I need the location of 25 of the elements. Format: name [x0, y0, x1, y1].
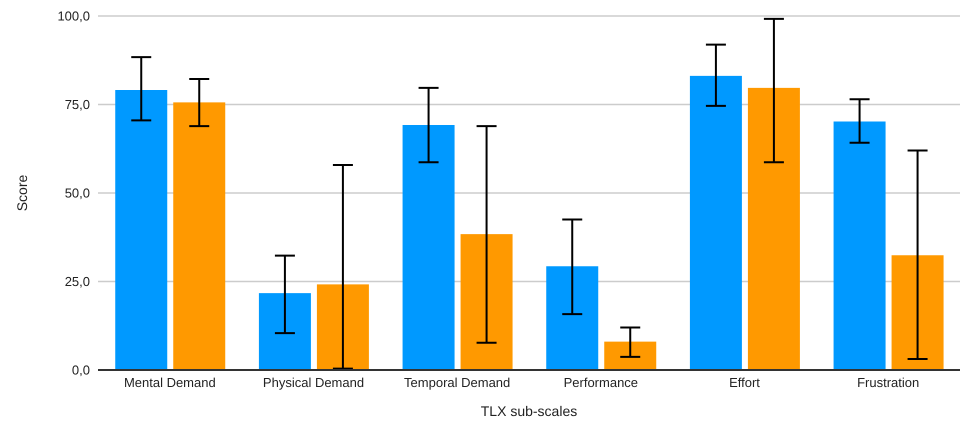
- x-tick-label: Effort: [729, 375, 760, 390]
- bar: [834, 121, 886, 370]
- x-tick-label: Mental Demand: [124, 375, 216, 390]
- y-axis-title: Score: [14, 174, 30, 212]
- bar: [115, 90, 168, 370]
- y-tick-label: 75,0: [64, 97, 90, 112]
- bar: [258, 293, 311, 370]
- x-tick-label: Performance: [564, 375, 638, 390]
- bar: [892, 255, 944, 370]
- x-tick-label: Temporal Demand: [404, 375, 510, 390]
- bar: [402, 125, 455, 370]
- x-tick-label: Physical Demand: [262, 375, 364, 390]
- bar: [460, 234, 513, 370]
- y-tick-label: 25,0: [64, 274, 90, 290]
- bar: [316, 284, 369, 370]
- bar: [173, 102, 226, 370]
- bar: [748, 88, 800, 370]
- bar: [690, 76, 742, 370]
- bar: [546, 266, 598, 370]
- y-tick-label: 0,0: [72, 362, 90, 378]
- x-axis-title: TLX sub-scales: [480, 403, 578, 419]
- x-tick-label: Frustration: [857, 375, 920, 390]
- y-tick-label: 50,0: [64, 186, 90, 201]
- y-tick-label: 100,0: [57, 8, 90, 24]
- bar: [604, 342, 656, 370]
